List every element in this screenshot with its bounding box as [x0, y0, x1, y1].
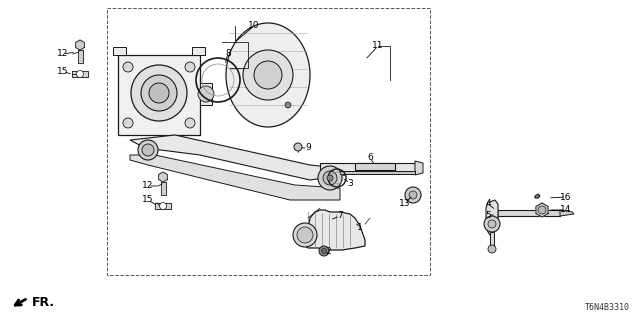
Circle shape [123, 62, 133, 72]
Text: 11: 11 [372, 42, 384, 51]
Polygon shape [560, 210, 574, 216]
Polygon shape [536, 203, 548, 217]
Polygon shape [340, 171, 415, 174]
Circle shape [321, 249, 326, 253]
Polygon shape [535, 194, 540, 198]
Circle shape [293, 223, 317, 247]
Circle shape [243, 50, 293, 100]
Polygon shape [76, 40, 84, 50]
Polygon shape [113, 47, 126, 55]
Circle shape [405, 187, 421, 203]
Circle shape [319, 246, 329, 256]
Text: FR.: FR. [32, 295, 55, 308]
Circle shape [142, 144, 154, 156]
Text: 16: 16 [560, 193, 572, 202]
Circle shape [138, 140, 158, 160]
Text: 1: 1 [357, 223, 363, 233]
Polygon shape [415, 161, 423, 175]
Polygon shape [130, 155, 340, 200]
Polygon shape [161, 182, 166, 195]
Circle shape [488, 245, 496, 253]
Text: 5: 5 [485, 211, 491, 220]
Polygon shape [490, 210, 560, 216]
Polygon shape [159, 172, 167, 182]
Ellipse shape [226, 23, 310, 127]
Circle shape [538, 206, 546, 214]
Polygon shape [200, 83, 212, 105]
Circle shape [323, 171, 337, 185]
Bar [107, 8, 430, 275]
Text: 15: 15 [57, 68, 68, 76]
Circle shape [198, 86, 214, 102]
Polygon shape [77, 50, 83, 63]
Circle shape [123, 118, 133, 128]
Text: 7: 7 [337, 212, 343, 220]
Text: 9: 9 [305, 143, 311, 153]
Text: 4: 4 [485, 199, 491, 209]
Circle shape [185, 118, 195, 128]
Circle shape [141, 75, 177, 111]
Text: 8: 8 [225, 49, 231, 58]
Polygon shape [130, 135, 345, 180]
Polygon shape [355, 163, 395, 170]
Polygon shape [490, 208, 498, 216]
Text: 3: 3 [347, 179, 353, 188]
Text: 6: 6 [367, 154, 373, 163]
Circle shape [484, 216, 500, 232]
Circle shape [297, 227, 313, 243]
Circle shape [409, 191, 417, 199]
Circle shape [285, 102, 291, 108]
Polygon shape [305, 210, 365, 250]
Circle shape [294, 143, 302, 151]
Polygon shape [118, 55, 200, 135]
Polygon shape [320, 163, 415, 173]
Polygon shape [486, 200, 498, 235]
Text: 2: 2 [325, 247, 331, 257]
Polygon shape [155, 203, 171, 209]
Circle shape [327, 175, 333, 181]
Circle shape [77, 70, 83, 77]
Text: T6N4B3310: T6N4B3310 [585, 303, 630, 312]
Circle shape [254, 61, 282, 89]
Text: 15: 15 [142, 196, 154, 204]
Text: 10: 10 [248, 21, 260, 30]
Polygon shape [490, 232, 494, 248]
Circle shape [185, 62, 195, 72]
Circle shape [149, 83, 169, 103]
Text: 12: 12 [142, 181, 154, 190]
Text: 14: 14 [560, 205, 572, 214]
Text: 12: 12 [58, 50, 68, 59]
Polygon shape [192, 47, 205, 55]
Circle shape [488, 220, 496, 228]
Polygon shape [72, 71, 88, 77]
Circle shape [159, 203, 166, 210]
Circle shape [131, 65, 187, 121]
Text: 13: 13 [399, 198, 411, 207]
Circle shape [318, 166, 342, 190]
